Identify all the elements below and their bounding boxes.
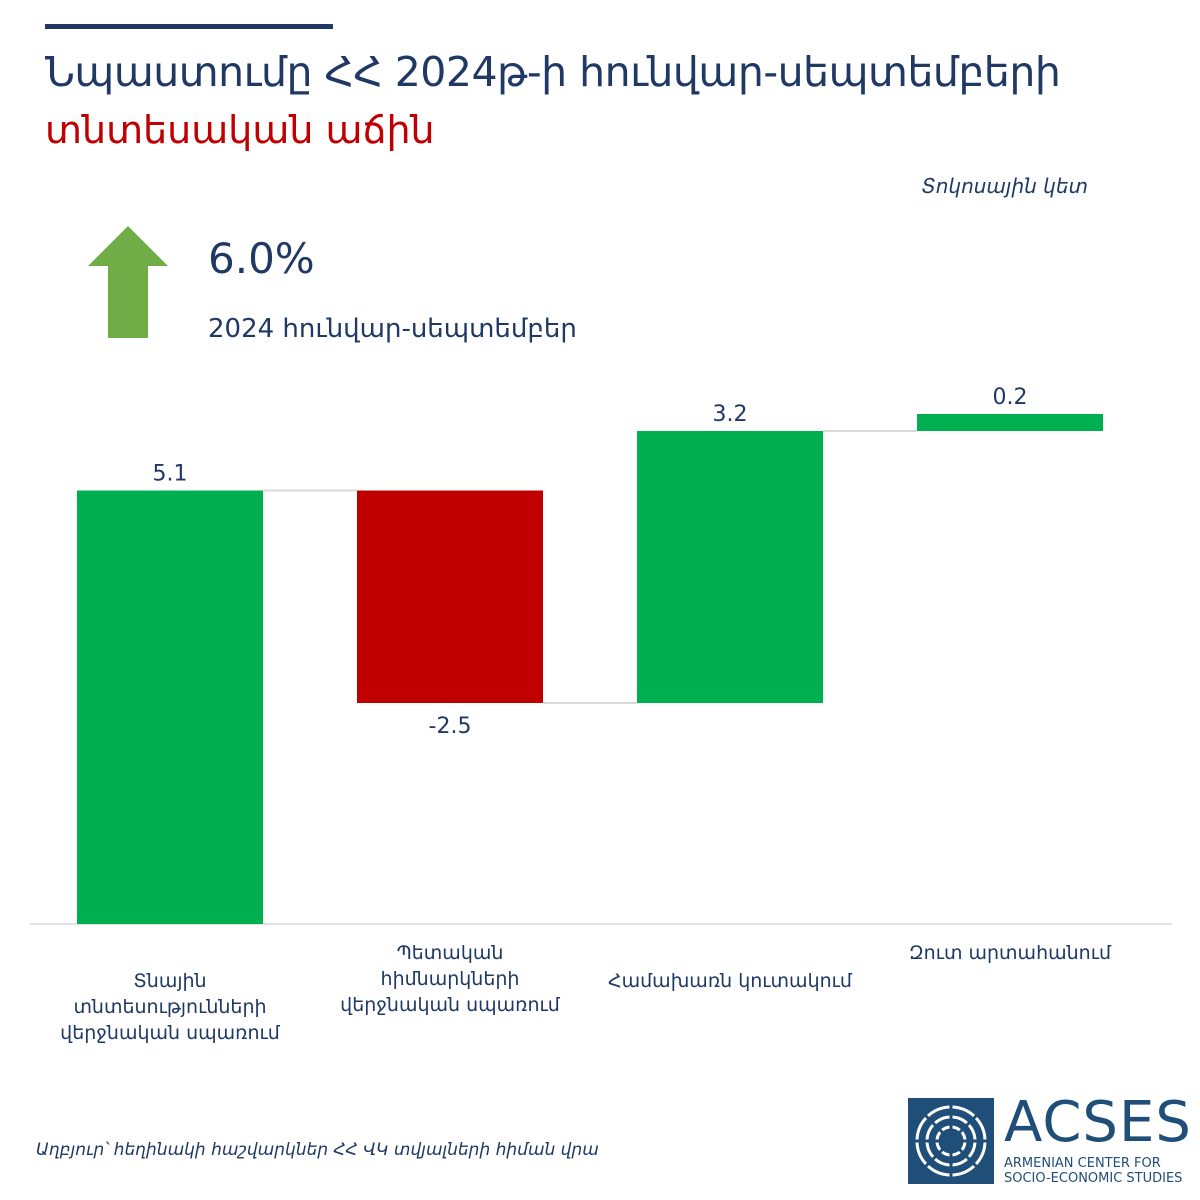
data-label-2: -2.5 xyxy=(429,714,472,739)
bar-1 xyxy=(77,490,263,924)
acses-logo: ACSES ARMENIAN CENTER FOR SOCIO-ECONOMIC… xyxy=(908,1090,1191,1190)
chart-subtitle: տնտեսական աճին xyxy=(45,108,435,152)
title-rule xyxy=(45,24,333,29)
data-label-1: 5.1 xyxy=(153,462,188,487)
up-arrow-icon xyxy=(88,226,168,338)
waterfall-chart: 5.1 -2.5 3.2 0.2 xyxy=(30,385,1172,925)
category-label-3: Համախառն կուտակում xyxy=(608,970,852,992)
category-label-2: Պետական հիմնարկների վերջնական սպառում xyxy=(340,942,560,1016)
bar-3 xyxy=(637,431,823,703)
chart-title: Նպաստումը ՀՀ 2024թ-ի հունվար-սեպտեմբերի xyxy=(45,48,1061,96)
kpi-value: 6.0% xyxy=(208,234,315,283)
data-label-3: 3.2 xyxy=(713,402,748,427)
logo-name: ACSES xyxy=(1004,1090,1192,1155)
logo-emblem-icon xyxy=(908,1098,994,1184)
logo-subtitle-line2: SOCIO-ECONOMIC STUDIES xyxy=(1004,1171,1183,1186)
category-label-1: Տնային տնտեսությունների վերջնական սպառու… xyxy=(60,970,280,1044)
source-note: Աղբյուր՝ հեղինակի հաշվարկներ ՀՀ ՎԿ տվյալ… xyxy=(36,1140,599,1160)
kpi-period: 2024 հունվար-սեպտեմբեր xyxy=(208,314,577,344)
bar-4 xyxy=(917,414,1103,431)
category-label-4: Զուտ արտահանում xyxy=(909,942,1111,964)
bar-2 xyxy=(357,490,543,703)
unit-label: Տոկոսային կետ xyxy=(921,174,1088,198)
data-label-4: 0.2 xyxy=(993,385,1028,410)
logo-subtitle-line1: ARMENIAN CENTER FOR xyxy=(1004,1156,1161,1171)
logo-subtitle: ARMENIAN CENTER FOR SOCIO-ECONOMIC STUDI… xyxy=(1004,1156,1182,1186)
